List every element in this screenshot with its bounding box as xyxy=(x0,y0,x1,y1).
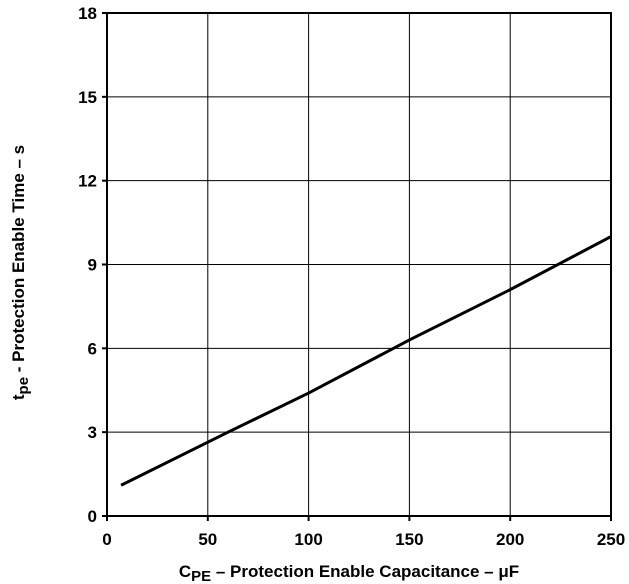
x-tick-label: 200 xyxy=(496,530,524,549)
x-tick-label: 0 xyxy=(102,530,111,549)
y-axis-label-prefix: t xyxy=(9,394,28,400)
x-tick-label: 100 xyxy=(294,530,322,549)
y-tick-label: 9 xyxy=(88,256,97,275)
y-tick-label: 0 xyxy=(88,507,97,526)
x-tick-label: 50 xyxy=(198,530,217,549)
y-tick-labels: 0 3 6 9 12 15 18 xyxy=(78,4,107,526)
x-tick-labels: 0 50 100 150 200 250 xyxy=(102,516,625,549)
y-axis-label: tpe - Protection Enable Time – s xyxy=(9,145,32,400)
series-line xyxy=(120,235,612,487)
x-axis-label-unit: μF xyxy=(498,562,519,581)
y-axis-label-subscript: pe xyxy=(15,377,32,395)
x-tick-label: 150 xyxy=(395,530,423,549)
y-axis-label-text: - Protection Enable Time – s xyxy=(9,145,28,377)
y-tick-label: 6 xyxy=(88,339,97,358)
x-axis-label-subscript: PE xyxy=(191,568,211,584)
x-axis-label-text: – Protection Enable Capacitance – xyxy=(211,562,498,581)
y-tick-label: 18 xyxy=(78,4,97,23)
y-tick-label: 12 xyxy=(78,172,97,191)
y-tick-label: 3 xyxy=(88,423,97,442)
grid xyxy=(107,13,611,516)
series xyxy=(120,235,612,487)
y-tick-label: 15 xyxy=(78,88,97,107)
x-tick-label: 250 xyxy=(597,530,625,549)
x-axis-label-prefix: C xyxy=(179,562,191,581)
x-axis-label: CPE – Protection Enable Capacitance – μF xyxy=(179,562,519,584)
